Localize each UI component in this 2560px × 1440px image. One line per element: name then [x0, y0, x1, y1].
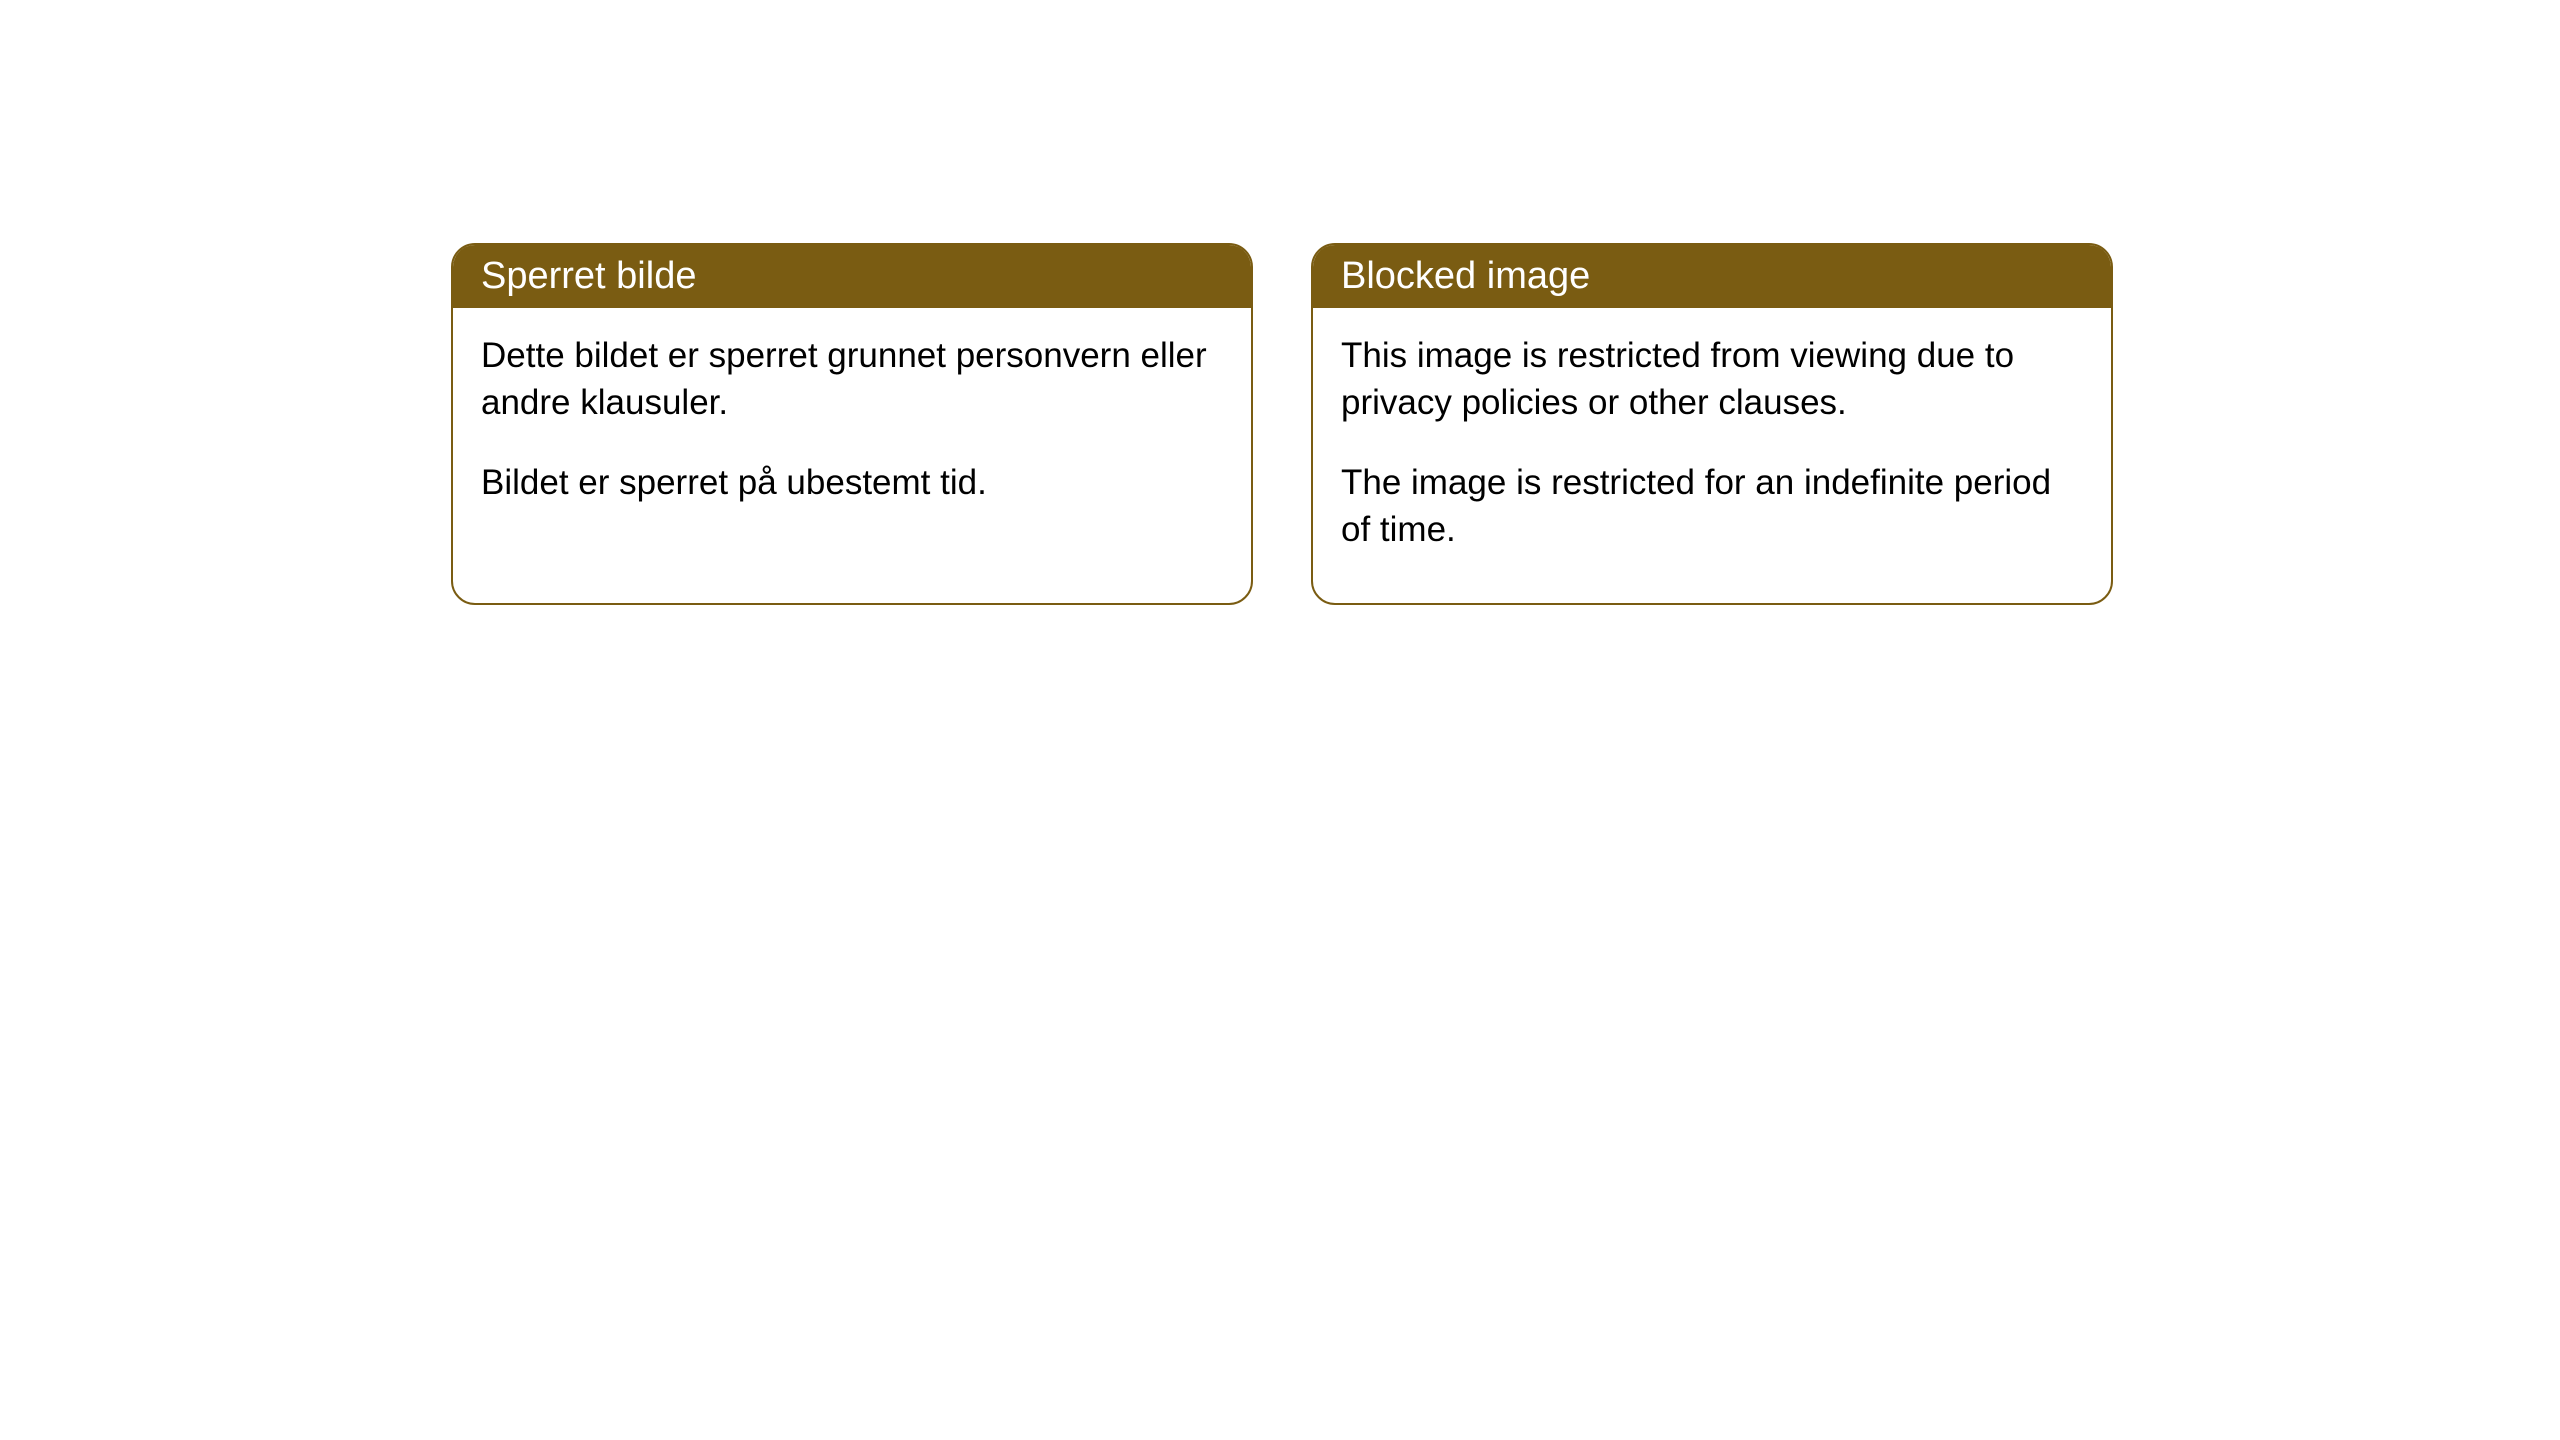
- cards-container: Sperret bilde Dette bildet er sperret gr…: [451, 243, 2113, 605]
- card-norwegian: Sperret bilde Dette bildet er sperret gr…: [451, 243, 1253, 605]
- card-paragraph-1-norwegian: Dette bildet er sperret grunnet personve…: [481, 332, 1223, 427]
- card-paragraph-1-english: This image is restricted from viewing du…: [1341, 332, 2083, 427]
- card-paragraph-2-english: The image is restricted for an indefinit…: [1341, 459, 2083, 554]
- card-title-norwegian: Sperret bilde: [481, 255, 696, 297]
- card-body-english: This image is restricted from viewing du…: [1313, 308, 2111, 603]
- card-body-norwegian: Dette bildet er sperret grunnet personve…: [453, 308, 1251, 556]
- card-header-english: Blocked image: [1313, 245, 2111, 308]
- card-english: Blocked image This image is restricted f…: [1311, 243, 2113, 605]
- card-header-norwegian: Sperret bilde: [453, 245, 1251, 308]
- card-title-english: Blocked image: [1341, 255, 1590, 297]
- card-paragraph-2-norwegian: Bildet er sperret på ubestemt tid.: [481, 459, 1223, 506]
